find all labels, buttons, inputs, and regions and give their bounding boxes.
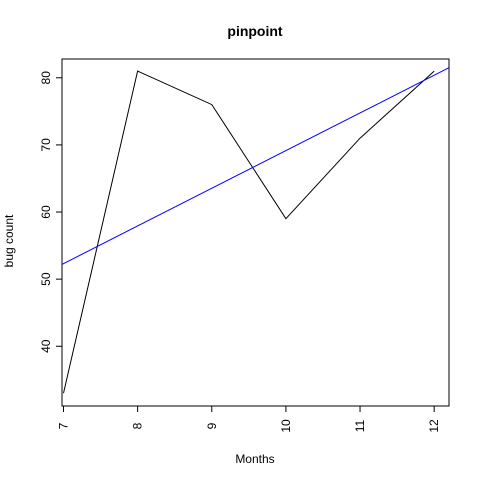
x-axis: 7 8 9 10 11 12 [56,406,441,433]
y-axis-label: bug count [2,214,16,267]
y-tick-label: 70 [39,138,53,152]
plot-box [61,58,450,407]
trend-line [61,67,450,265]
x-tick-label: 10 [279,419,293,433]
data-line [63,70,435,394]
y-tick-label: 80 [39,71,53,85]
y-tick-label: 60 [39,205,53,219]
x-tick-label: 12 [427,419,441,433]
y-axis: 40 50 60 70 80 [39,71,62,353]
x-tick-label: 11 [353,419,367,432]
x-tick-label: 8 [131,422,145,429]
x-tick-label: 7 [56,422,70,429]
series-layer [61,67,450,394]
x-axis-label: Months [235,452,274,466]
y-tick-label: 50 [39,272,53,286]
y-tick-label: 40 [39,339,53,353]
chart-title: pinpoint [227,23,283,39]
x-tick-label: 9 [205,422,219,429]
